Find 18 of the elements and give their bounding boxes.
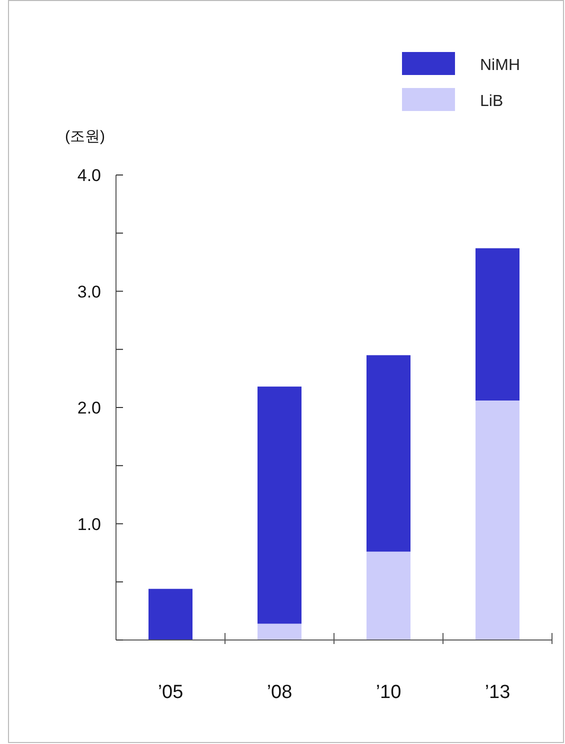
y-tick-label: 1.0 <box>77 514 101 534</box>
y-axis-title: (조원) <box>65 128 105 145</box>
bar <box>258 624 302 640</box>
bar <box>148 588 192 640</box>
bar <box>476 248 520 401</box>
bar <box>366 355 410 552</box>
legend-label: NiMH <box>480 57 520 74</box>
legend-label: LiB <box>480 93 504 110</box>
y-tick-label: 2.0 <box>77 398 101 418</box>
bar <box>366 552 410 640</box>
bar <box>476 400 520 640</box>
bar <box>258 386 302 624</box>
x-tick-label: ’08 <box>266 682 292 703</box>
y-tick-label: 3.0 <box>77 282 101 302</box>
x-tick-label: ’05 <box>158 682 184 703</box>
y-tick-label: 4.0 <box>77 166 101 185</box>
x-tick-label: ’13 <box>484 682 510 703</box>
x-tick-label: ’10 <box>376 682 402 703</box>
